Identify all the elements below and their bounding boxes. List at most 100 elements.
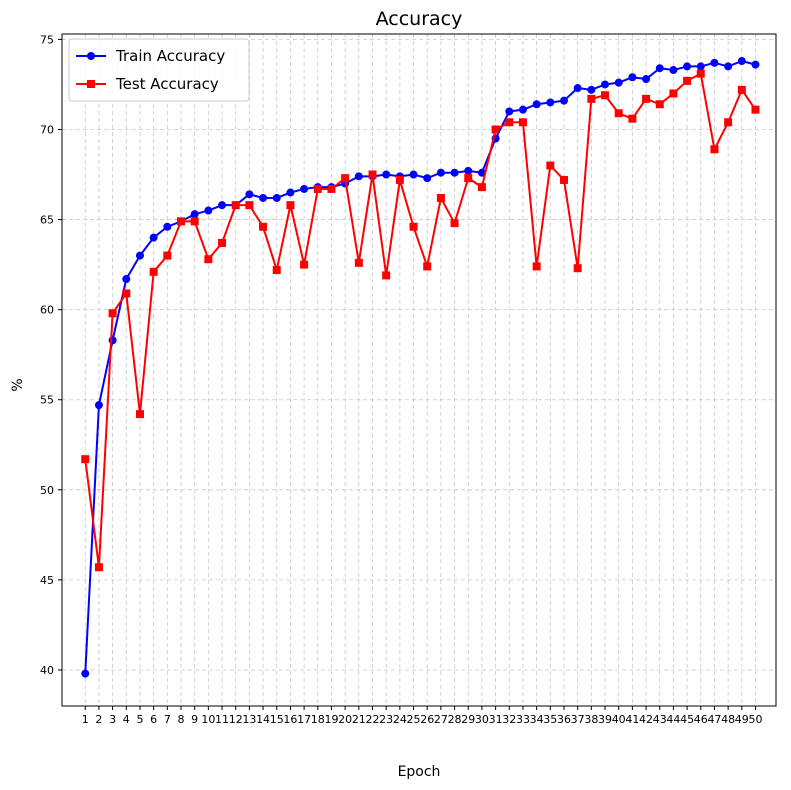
data-point xyxy=(382,170,391,179)
data-point xyxy=(245,190,254,199)
y-tick-label: 75 xyxy=(40,33,54,46)
data-point xyxy=(737,57,746,66)
data-point xyxy=(423,262,432,271)
data-point xyxy=(204,255,213,264)
data-point xyxy=(436,193,445,202)
data-point xyxy=(163,222,172,231)
data-point xyxy=(669,89,678,98)
data-point xyxy=(546,161,555,170)
x-axis-label: Epoch xyxy=(398,764,441,780)
data-point xyxy=(573,264,582,273)
data-point xyxy=(300,260,309,269)
data-point xyxy=(505,118,514,127)
x-tick-label: 7 xyxy=(164,713,171,726)
x-tick-label: 39 xyxy=(598,713,612,726)
x-tick-label: 34 xyxy=(530,713,544,726)
data-point xyxy=(122,289,131,298)
series-line xyxy=(84,72,757,569)
legend-marker xyxy=(87,52,95,60)
y-axis-label: % xyxy=(10,378,26,391)
data-point xyxy=(559,96,568,105)
y-tick-label: 45 xyxy=(40,574,54,587)
data-point xyxy=(204,206,213,215)
data-point xyxy=(81,669,90,678)
y-axis-ticks: 40 45 50 55 60 65 70 75 xyxy=(40,33,62,677)
y-tick-label: 55 xyxy=(40,394,54,407)
data-point xyxy=(669,66,678,75)
legend-entry: Test Accuracy xyxy=(76,75,219,93)
data-point xyxy=(409,222,418,231)
x-tick-label: 2 xyxy=(95,713,102,726)
x-tick-label: 29 xyxy=(461,713,475,726)
x-tick-label: 45 xyxy=(680,713,694,726)
x-tick-label: 25 xyxy=(407,713,421,726)
series-line xyxy=(84,60,756,674)
plot-frame xyxy=(61,33,777,707)
x-tick-label: 36 xyxy=(557,713,571,726)
data-point xyxy=(108,336,117,345)
data-point xyxy=(628,114,637,123)
x-tick-label: 23 xyxy=(379,713,393,726)
data-point xyxy=(587,94,596,103)
x-tick-label: 21 xyxy=(352,713,366,726)
data-point xyxy=(122,275,131,284)
x-tick-label: 26 xyxy=(420,713,434,726)
data-point xyxy=(218,238,227,247)
x-tick-label: 15 xyxy=(270,713,284,726)
y-tick-label: 50 xyxy=(40,484,54,497)
data-point xyxy=(532,262,541,271)
x-tick-label: 47 xyxy=(707,713,721,726)
data-point xyxy=(135,410,144,419)
x-tick-label: 14 xyxy=(256,713,270,726)
x-tick-label: 37 xyxy=(571,713,585,726)
data-point xyxy=(368,170,377,179)
data-point xyxy=(395,175,404,184)
x-tick-label: 10 xyxy=(201,713,215,726)
x-tick-label: 32 xyxy=(502,713,516,726)
series-layer xyxy=(81,57,760,678)
x-tick-label: 27 xyxy=(434,713,448,726)
data-point xyxy=(163,251,172,260)
data-point xyxy=(546,98,555,107)
data-point xyxy=(683,76,692,85)
series-1 xyxy=(81,69,760,572)
x-tick-label: 40 xyxy=(612,713,626,726)
x-tick-label: 28 xyxy=(448,713,462,726)
data-point xyxy=(190,210,199,219)
x-tick-label: 17 xyxy=(297,713,311,726)
x-tick-label: 33 xyxy=(516,713,530,726)
x-tick-label: 49 xyxy=(735,713,749,726)
data-point xyxy=(518,105,527,114)
x-tick-label: 9 xyxy=(191,713,198,726)
data-point xyxy=(327,184,336,193)
x-tick-label: 19 xyxy=(324,713,338,726)
x-tick-label: 4 xyxy=(123,713,130,726)
y-tick-label: 65 xyxy=(40,214,54,227)
x-tick-label: 5 xyxy=(136,713,143,726)
x-tick-label: 30 xyxy=(475,713,489,726)
data-point xyxy=(259,193,268,202)
data-point xyxy=(382,271,391,280)
data-point xyxy=(135,251,144,260)
data-point xyxy=(272,193,281,202)
data-point xyxy=(655,100,664,109)
data-point xyxy=(642,75,651,84)
data-point xyxy=(450,168,459,177)
data-point xyxy=(409,170,418,179)
x-tick-label: 22 xyxy=(365,713,379,726)
data-point xyxy=(149,233,158,242)
grid-lines xyxy=(62,34,776,706)
x-tick-label: 31 xyxy=(489,713,503,726)
data-point xyxy=(491,125,500,134)
data-point xyxy=(724,118,733,127)
legend-box xyxy=(68,38,250,102)
data-point xyxy=(354,258,363,267)
x-tick-label: 35 xyxy=(543,713,557,726)
data-point xyxy=(696,62,705,71)
data-point xyxy=(245,201,254,210)
data-point xyxy=(642,94,651,103)
data-point xyxy=(423,174,432,183)
chart-title: Accuracy xyxy=(376,8,463,30)
x-tick-label: 48 xyxy=(721,713,735,726)
data-point xyxy=(272,266,281,275)
